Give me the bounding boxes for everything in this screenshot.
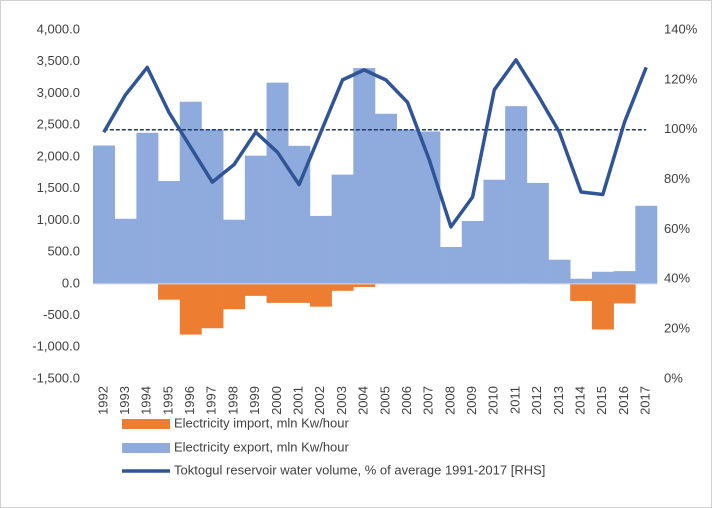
bar [418, 131, 441, 284]
x-tick-label: 1994 [139, 386, 154, 415]
x-tick-label: 1998 [225, 386, 240, 415]
bar [179, 101, 202, 284]
y-tick-label: 3,000.0 [37, 85, 80, 100]
bar [266, 283, 289, 303]
bar [223, 219, 246, 284]
y2-tick-label: 0% [664, 370, 683, 385]
y-tick-label: 1,500.0 [37, 180, 80, 195]
bar [526, 182, 549, 284]
bar [396, 129, 419, 284]
bar [461, 220, 484, 284]
legend-swatch [122, 443, 170, 453]
x-tick-label: 1997 [204, 386, 219, 415]
x-tick-label: 2010 [486, 386, 501, 415]
x-tick-label: 1993 [117, 386, 132, 415]
bar [353, 283, 376, 287]
bar [309, 215, 332, 284]
bar [114, 218, 137, 284]
x-tick-label: 1992 [95, 386, 110, 415]
bar [613, 283, 636, 304]
x-tick-label: 2014 [573, 386, 588, 415]
bar [93, 145, 115, 284]
bar [483, 179, 506, 284]
x-tick-label: 2004 [356, 386, 371, 415]
y2-tick-label: 60% [664, 221, 690, 236]
bar [591, 283, 614, 330]
bar [353, 68, 376, 284]
bar [591, 271, 614, 284]
bar [158, 181, 181, 284]
bar [570, 278, 593, 284]
bar [613, 271, 636, 284]
y-tick-label: -1,000.0 [32, 339, 80, 354]
bar [331, 283, 354, 291]
x-tick-label: 2016 [616, 386, 631, 415]
y2-tick-label: 140% [664, 21, 698, 36]
x-tick-label: 2000 [269, 386, 284, 415]
x-tick-label: 2001 [291, 386, 306, 415]
bar [440, 247, 463, 284]
x-tick-label: 1995 [160, 386, 175, 415]
x-tick-label: 2011 [507, 386, 522, 414]
y-tick-label: 500.0 [47, 244, 80, 259]
y2-tick-label: 20% [664, 321, 690, 336]
bar [570, 283, 593, 301]
y2-tick-label: 120% [664, 71, 698, 86]
x-tick-label: 2009 [464, 386, 479, 415]
y2-tick-label: 40% [664, 271, 690, 286]
x-tick-label: 1999 [247, 386, 262, 415]
x-tick-label: 2012 [529, 386, 544, 415]
bar [331, 174, 354, 284]
bar [158, 283, 181, 300]
bar [201, 129, 224, 284]
x-tick-label: 2003 [334, 386, 349, 415]
x-tick-label: 2006 [399, 386, 414, 415]
x-tick-label: 2015 [594, 386, 609, 415]
bar [244, 155, 267, 284]
bar [309, 283, 332, 307]
y-tick-label: 2,500.0 [37, 117, 80, 132]
x-tick-label: 2017 [638, 386, 653, 415]
legend-label: Electricity import, mln Kw/hour [174, 415, 349, 430]
line [102, 58, 648, 229]
x-tick-label: 1996 [182, 386, 197, 415]
bar [136, 132, 159, 284]
x-tick-label: 2013 [551, 386, 566, 415]
bar [548, 259, 571, 284]
x-tick-label: 2008 [442, 386, 457, 415]
bar [266, 82, 289, 284]
bar [505, 106, 528, 284]
bar [201, 283, 224, 329]
y-tick-label: 3,500.0 [37, 53, 80, 68]
y-tick-label: 0.0 [62, 275, 80, 290]
bar [288, 145, 311, 284]
bar [223, 283, 246, 310]
bar [244, 283, 267, 296]
bar [635, 205, 658, 284]
bar [375, 113, 397, 284]
legend-label: Toktogul reservoir water volume, % of av… [174, 462, 545, 477]
y2-tick-label: 100% [664, 121, 698, 136]
legend-swatch [122, 419, 170, 429]
bar [288, 283, 311, 303]
legend-label: Electricity export, mln Kw/hour [174, 439, 350, 454]
y-tick-label: -500.0 [43, 307, 80, 322]
y2-tick-label: 80% [664, 171, 690, 186]
x-tick-label: 2005 [377, 386, 392, 415]
y-tick-label: 4,000.0 [37, 21, 80, 36]
y-tick-label: 2,000.0 [37, 148, 80, 163]
y-tick-label: 1,000.0 [37, 212, 80, 227]
x-tick-label: 2002 [312, 386, 327, 415]
bar [179, 283, 202, 335]
x-tick-label: 2007 [421, 386, 436, 415]
y-tick-label: -1,500.0 [32, 370, 80, 385]
